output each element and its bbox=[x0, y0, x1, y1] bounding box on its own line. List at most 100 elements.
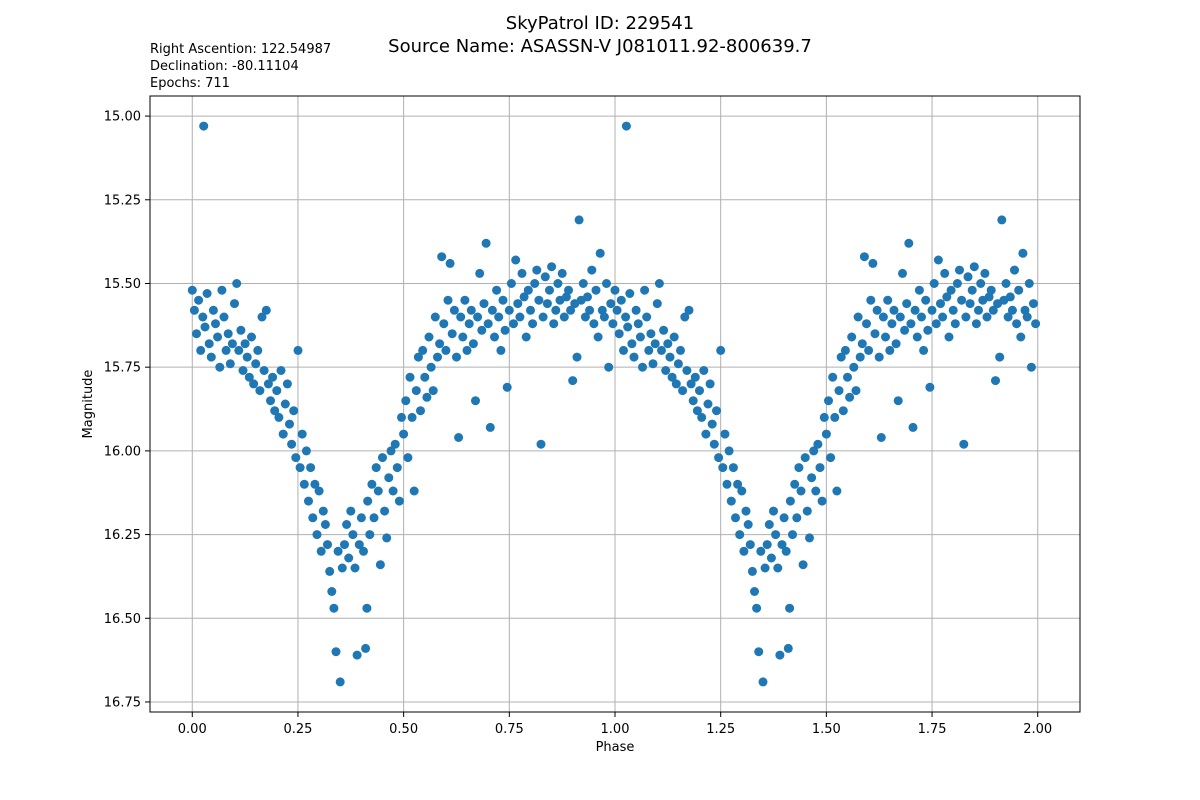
data-point bbox=[595, 248, 605, 258]
data-point bbox=[490, 332, 499, 342]
y-tick-label: 16.25 bbox=[104, 528, 141, 543]
data-point bbox=[475, 268, 485, 278]
data-point bbox=[280, 399, 290, 409]
data-point bbox=[511, 255, 521, 265]
data-point bbox=[614, 329, 624, 339]
data-point bbox=[1001, 279, 1011, 288]
data-point bbox=[593, 332, 603, 342]
data-point bbox=[199, 121, 209, 131]
data-point bbox=[783, 643, 793, 653]
data-point bbox=[301, 446, 311, 456]
data-point bbox=[707, 419, 717, 429]
data-point bbox=[538, 312, 548, 322]
data-point bbox=[663, 339, 673, 349]
data-point bbox=[479, 299, 489, 309]
data-point bbox=[756, 546, 766, 556]
data-point bbox=[580, 312, 590, 322]
data-point bbox=[477, 325, 487, 335]
data-point bbox=[1029, 299, 1038, 309]
data-point bbox=[566, 305, 576, 315]
data-point bbox=[407, 412, 417, 422]
data-point bbox=[671, 379, 681, 389]
data-point bbox=[515, 312, 525, 322]
data-point bbox=[872, 305, 882, 315]
data-point bbox=[845, 392, 855, 402]
data-point bbox=[1026, 362, 1036, 372]
data-point bbox=[697, 412, 707, 422]
data-point bbox=[289, 406, 299, 416]
data-point bbox=[621, 312, 631, 322]
data-point bbox=[362, 603, 372, 613]
data-point bbox=[331, 647, 341, 657]
data-point bbox=[189, 305, 199, 315]
data-point bbox=[988, 305, 998, 315]
data-point bbox=[346, 506, 356, 516]
data-point bbox=[443, 295, 453, 305]
data-point bbox=[781, 546, 791, 556]
data-point bbox=[261, 305, 271, 315]
data-point bbox=[278, 429, 288, 439]
data-point bbox=[741, 506, 751, 516]
data-point bbox=[585, 305, 595, 315]
data-point bbox=[394, 496, 404, 506]
data-point bbox=[798, 560, 808, 570]
data-point bbox=[883, 295, 893, 305]
data-point bbox=[906, 319, 916, 329]
data-point bbox=[701, 429, 711, 439]
data-point bbox=[794, 463, 804, 473]
data-point bbox=[805, 533, 814, 543]
data-point bbox=[971, 319, 981, 329]
data-point bbox=[540, 272, 550, 282]
data-point bbox=[690, 372, 700, 382]
data-point bbox=[403, 453, 413, 463]
data-point bbox=[952, 279, 962, 288]
data-point bbox=[263, 379, 273, 389]
data-point bbox=[449, 305, 459, 315]
data-point bbox=[471, 396, 480, 406]
data-point bbox=[912, 332, 922, 342]
data-point bbox=[809, 446, 819, 456]
data-point bbox=[268, 372, 278, 382]
data-point bbox=[733, 479, 743, 489]
data-point bbox=[494, 312, 504, 322]
data-point bbox=[460, 295, 470, 305]
data-point bbox=[635, 332, 645, 342]
data-point bbox=[853, 312, 863, 322]
data-point bbox=[944, 332, 954, 342]
data-point bbox=[764, 520, 774, 529]
data-point bbox=[496, 345, 506, 355]
data-point bbox=[616, 295, 626, 305]
chart-title-line1: SkyPatrol ID: 229541 bbox=[505, 13, 695, 34]
data-point bbox=[859, 252, 869, 262]
data-point bbox=[363, 496, 373, 506]
data-point bbox=[492, 285, 502, 295]
data-point bbox=[1018, 248, 1028, 258]
data-point bbox=[718, 463, 728, 473]
data-point bbox=[327, 587, 337, 596]
data-point bbox=[232, 279, 242, 288]
data-point bbox=[1005, 292, 1015, 302]
data-point bbox=[692, 406, 702, 416]
data-point bbox=[669, 332, 679, 342]
data-point bbox=[758, 677, 768, 687]
data-point bbox=[1012, 319, 1022, 329]
x-tick-label: 0.75 bbox=[495, 722, 524, 737]
data-point bbox=[940, 268, 950, 278]
data-point bbox=[921, 295, 931, 305]
data-point bbox=[354, 540, 364, 550]
data-point bbox=[654, 279, 664, 288]
data-point bbox=[225, 359, 235, 369]
data-point bbox=[938, 312, 948, 322]
data-point bbox=[337, 563, 347, 573]
data-point bbox=[821, 429, 831, 439]
grid bbox=[150, 96, 1080, 712]
data-point bbox=[200, 322, 210, 332]
data-point bbox=[306, 463, 316, 473]
data-point bbox=[445, 258, 455, 268]
data-point bbox=[652, 299, 662, 309]
data-point bbox=[847, 332, 857, 342]
x-tick-label: 0.25 bbox=[283, 722, 312, 737]
data-point bbox=[361, 643, 371, 653]
data-point bbox=[830, 412, 840, 422]
